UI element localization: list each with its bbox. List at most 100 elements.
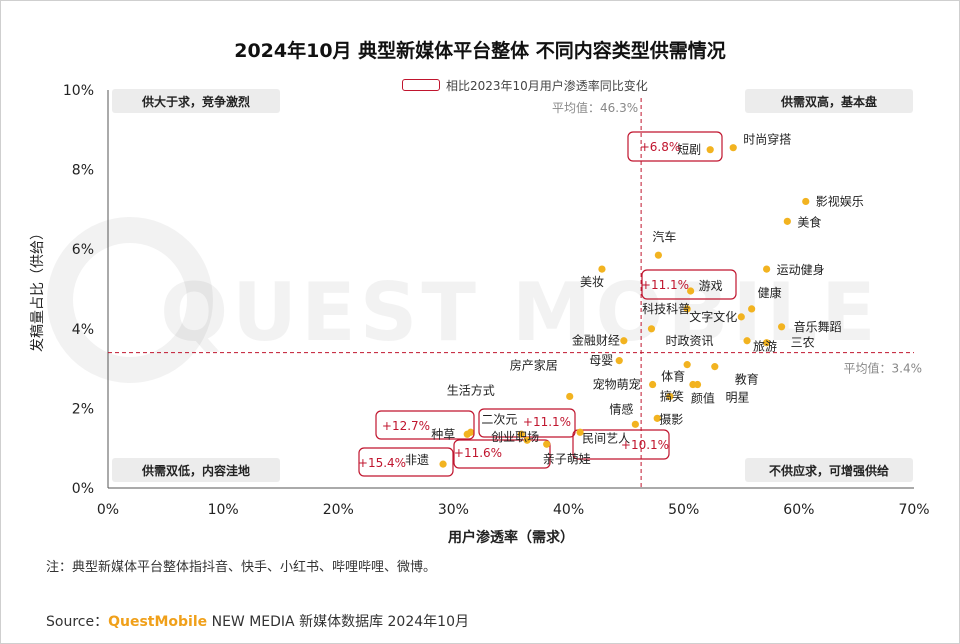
y-tick-label: 6% [72, 242, 94, 258]
x-tick-label: 10% [208, 502, 239, 518]
watermark-logo-icon [47, 217, 213, 383]
point-label: 房产家居 [510, 357, 558, 372]
source-brand: QuestMobile [108, 614, 208, 630]
data-point [647, 325, 656, 333]
data-point [763, 339, 771, 347]
point-label: 科技科普 [642, 302, 690, 316]
point-label: 旅游 [753, 340, 777, 354]
y-tick-label: 10% [63, 83, 94, 99]
quadrant-top-left-label: 供大于求，竞争激烈 [141, 94, 250, 109]
data-point [743, 337, 751, 345]
quadrant-top-left-box [112, 89, 280, 113]
point-label: 游戏 [699, 279, 723, 293]
legend: 相比2023年10月用户渗透率同比变化 [402, 78, 648, 93]
x-tick-label: 60% [783, 502, 814, 518]
point-label: 搞笑 [660, 388, 684, 403]
y-tick-label: 0% [72, 481, 94, 497]
source-line: Source：QuestMobile NEW MEDIA 新媒体数据库 2024… [46, 611, 469, 631]
point-label: 三农 [791, 336, 815, 350]
source-rest: NEW MEDIA 新媒体数据库 2024年10月 [207, 614, 469, 630]
point-label: 明星 [726, 391, 750, 405]
x-tick-label: 50% [668, 502, 699, 518]
x-axis-title: 用户渗透率（需求） [448, 529, 574, 546]
point-label: 音乐舞蹈 [794, 319, 842, 334]
data-point [737, 313, 745, 321]
point-label: 种草 [431, 427, 455, 441]
point-label: 影视娱乐 [816, 193, 864, 208]
y-average-label: 平均值：3.4% [844, 361, 923, 376]
quadrant-bottom-left-box [112, 458, 280, 482]
point-label: 时政资讯 [665, 334, 713, 348]
y-tick-label: 8% [72, 163, 94, 179]
x-tick-label: 70% [898, 502, 929, 518]
point-label: 美妆 [580, 275, 604, 289]
data-point [777, 323, 786, 331]
x-tick-label: 20% [323, 502, 354, 518]
data-point [566, 392, 574, 401]
point-label: 摄影 [659, 411, 683, 426]
data-point [523, 436, 531, 444]
data-point [576, 428, 584, 436]
data-point [631, 420, 639, 428]
quadrant-top-right-label: 供需双高，基本盘 [780, 94, 877, 109]
highlight-box [627, 131, 723, 162]
change-label: +10.1% [621, 438, 669, 452]
point-label: 民间艺人 [582, 431, 630, 445]
point-label: 创业职场 [491, 430, 539, 444]
point-label: 亲子萌娃 [543, 452, 591, 466]
change-label: +15.4% [358, 456, 406, 470]
quadrant-bottom-left-label: 供需双低，内容洼地 [141, 463, 250, 478]
y-tick-label: 2% [72, 401, 94, 417]
x-average-label: 平均值：46.3% [552, 100, 638, 115]
quadrant-bottom-right-label: 不供应求，可增强供给 [769, 463, 889, 478]
y-axis-title: 发稿量占比（供给） [30, 226, 46, 352]
quadrant-bottom-right-box [745, 458, 913, 482]
data-point [620, 337, 628, 345]
highlight-box [453, 439, 551, 469]
data-point [653, 414, 661, 422]
x-tick-label: 30% [438, 502, 469, 518]
data-point [706, 146, 714, 154]
highlight-box [572, 429, 670, 460]
data-point [649, 380, 657, 389]
change-label: +11.1% [523, 415, 571, 429]
highlight-box [375, 410, 475, 440]
data-point [543, 440, 551, 448]
data-point [689, 380, 697, 389]
watermark-text: QUEST MOBILE [160, 266, 880, 359]
change-label: +6.8% [640, 140, 681, 154]
x-tick-label: 40% [553, 502, 584, 518]
point-label: 二次元 [481, 412, 517, 426]
data-point [729, 144, 737, 152]
point-label: 颜值 [691, 391, 715, 406]
source-prefix: Source： [46, 614, 109, 630]
data-point [654, 251, 662, 259]
data-point [683, 305, 691, 313]
point-label: 运动健身 [777, 262, 825, 277]
data-point [802, 197, 810, 206]
data-point [783, 217, 791, 225]
point-label: 短剧 [677, 143, 701, 157]
data-point [711, 363, 719, 371]
point-label: 汽车 [652, 229, 676, 244]
point-label: 金融财经 [572, 333, 620, 348]
point-label: 健康 [758, 285, 782, 300]
highlight-box [358, 447, 454, 477]
data-point [683, 361, 691, 369]
point-label: 体育 [661, 369, 685, 384]
legend-label: 相比2023年10月用户渗透率同比变化 [446, 78, 648, 93]
chart-title: 2024年10月 典型新媒体平台整体 不同内容类型供需情况 [234, 40, 726, 62]
data-point [748, 305, 756, 313]
point-label: 情感 [609, 401, 633, 416]
footnote: 注：典型新媒体平台整体指抖音、快手、小红书、哔哩哔哩、微博。 [46, 560, 437, 575]
data-point [687, 287, 695, 295]
point-label: 母婴 [589, 354, 613, 368]
data-point [763, 265, 771, 273]
data-point [463, 430, 471, 438]
point-label: 非遗 [405, 453, 429, 467]
data-point [598, 265, 606, 273]
point-label: 美食 [797, 214, 821, 229]
change-label: +12.7% [382, 419, 430, 433]
y-tick-label: 4% [72, 322, 94, 338]
